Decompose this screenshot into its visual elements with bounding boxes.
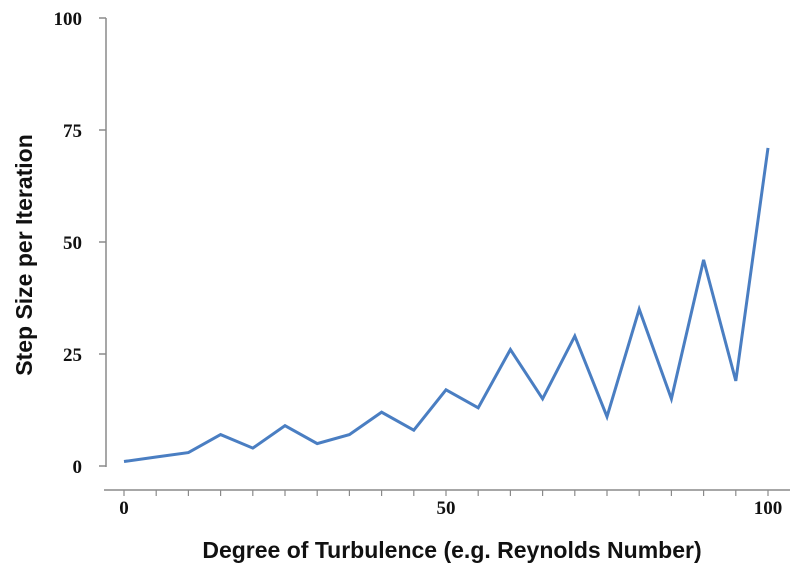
x-tick-label: 0 [119,498,129,519]
y-tick-label: 25 [63,345,82,366]
series-line [123,147,770,463]
y-tick-label: 0 [73,457,83,478]
x-axis: 0 50 100 [104,489,790,519]
y-tick-label: 75 [63,121,82,142]
x-axis-title: Degree of Turbulence (e.g. Reynolds Numb… [202,537,701,563]
plot-area [123,147,770,463]
x-tick-label: 50 [437,498,456,519]
y-tick-label: 100 [54,9,83,30]
y-axis-title: Step Size per Iteration [11,134,37,376]
y-tick-label: 50 [63,233,82,254]
y-axis: 0 25 50 75 100 [54,9,107,478]
x-tick-label: 100 [754,498,783,519]
